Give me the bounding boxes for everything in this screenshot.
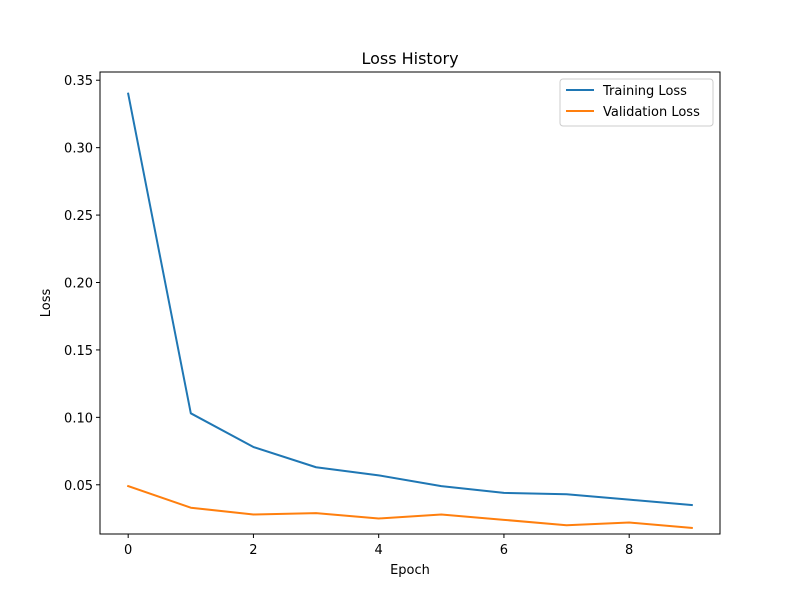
y-tick-label: 0.30	[64, 142, 93, 157]
plot-frame	[99, 71, 721, 535]
x-tick-label: 6	[500, 543, 508, 558]
y-tick-label: 0.25	[64, 209, 93, 224]
y-tick-label: 0.10	[64, 411, 93, 426]
legend-label-training-loss: Training Loss	[602, 84, 687, 99]
y-axis-ticks: 0.05 0.10 0.15 0.20 0.25 0.30 0.35	[64, 74, 100, 494]
x-axis-label: Epoch	[390, 563, 430, 578]
legend: Training Loss Validation Loss	[559, 78, 714, 127]
legend-label-validation-loss: Validation Loss	[603, 105, 700, 120]
x-tick-label: 0	[124, 543, 132, 558]
plot-area	[100, 72, 720, 534]
series-layer	[126, 92, 693, 530]
series-line-training-loss	[127, 92, 693, 507]
y-tick-label: 0.35	[64, 74, 93, 89]
x-tick-label: 2	[249, 543, 257, 558]
legend-box	[559, 78, 714, 127]
x-axis-ticks: 0 2 4 6 8	[124, 534, 633, 558]
series-line-validation-loss	[126, 484, 693, 530]
y-axis-label: Loss	[39, 289, 54, 318]
x-tick-label: 8	[625, 543, 633, 558]
x-tick-label: 4	[375, 543, 383, 558]
y-tick-label: 0.15	[64, 344, 93, 359]
chart-title: Loss History	[361, 49, 458, 68]
y-tick-label: 0.20	[64, 277, 93, 292]
y-tick-label: 0.05	[64, 479, 93, 494]
